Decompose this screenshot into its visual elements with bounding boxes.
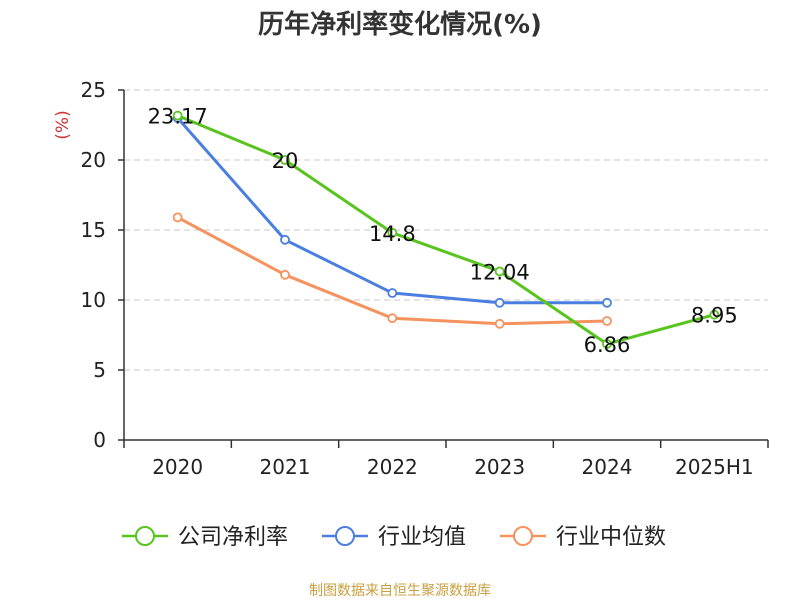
data-point — [494, 318, 505, 329]
data-point — [387, 288, 398, 298]
legend-label: 行业均值 — [378, 525, 466, 550]
data-point — [602, 297, 612, 308]
data-label: 23.17 — [148, 105, 208, 129]
series-line — [176, 117, 607, 305]
source-note: 制图数据来自恒生聚源数据库 — [309, 583, 491, 599]
data-point — [387, 313, 398, 324]
legend-marker — [335, 526, 355, 546]
data-label: 20 — [272, 149, 299, 173]
x-tick-label: 2022 — [367, 455, 418, 479]
y-tick-label: 5 — [93, 358, 106, 382]
data-point — [494, 297, 505, 308]
series-lines — [172, 110, 720, 349]
data-label: 14.8 — [369, 222, 416, 246]
y-tick-label: 10 — [81, 288, 106, 312]
y-tick-label: 0 — [93, 428, 106, 452]
y-axis-label: (%) — [53, 110, 73, 139]
legend-label: 公司净利率 — [178, 525, 288, 550]
x-tick-label: 2023 — [474, 455, 525, 479]
legend-marker — [135, 526, 155, 546]
data-point — [709, 309, 720, 320]
gridlines — [124, 89, 768, 371]
data-point — [280, 269, 290, 280]
data-point — [280, 234, 290, 245]
data-point — [387, 227, 398, 238]
axes: 0 5 10 15 20 25 (%) 2020 2021 2022 2023 2024 2025H1 — [53, 78, 769, 479]
x-tick-label: 2025H1 — [675, 455, 754, 479]
data-point — [602, 316, 612, 326]
series-line — [177, 114, 715, 346]
y-tick-label: 20 — [81, 148, 106, 172]
data-point — [280, 155, 290, 165]
legend-label: 行业中位数 — [556, 525, 666, 550]
x-tick-label: 2024 — [582, 455, 633, 479]
data-point — [172, 110, 183, 121]
x-tick-label: 2021 — [260, 455, 311, 479]
x-tick-label: 2020 — [152, 455, 203, 479]
y-tick-label: 15 — [81, 218, 106, 242]
data-labels: 23.17 20 14.8 12.04 6.86 8.95 — [148, 105, 738, 357]
data-label: 6.86 — [584, 333, 631, 357]
data-point — [602, 339, 612, 349]
data-label: 12.04 — [470, 260, 530, 284]
legend: 公司净利率 行业均值 行业中位数 — [122, 525, 666, 550]
y-tick-label: 25 — [81, 78, 106, 102]
chart-title: 历年净利率变化情况(%) — [258, 10, 542, 40]
data-point — [172, 212, 183, 223]
data-point — [494, 266, 505, 277]
legend-marker — [513, 526, 533, 546]
data-label: 8.95 — [691, 304, 738, 328]
